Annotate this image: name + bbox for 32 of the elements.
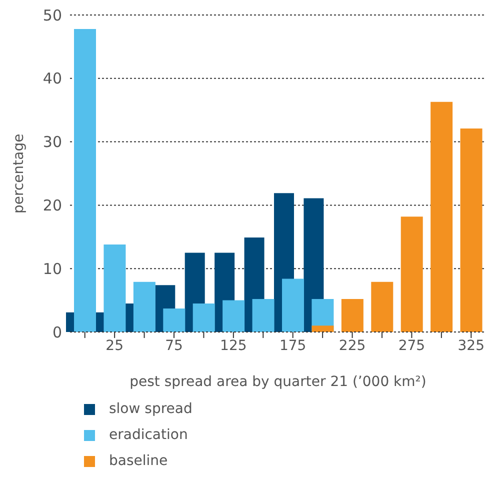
y-tick-label: 0 [52, 323, 62, 342]
bar [371, 282, 394, 332]
bar [192, 303, 215, 332]
legend-label: slow spread [109, 400, 192, 419]
legend-label: eradication [109, 426, 188, 445]
x-tick-label: 175 [279, 338, 306, 354]
bar [133, 282, 156, 332]
bar [74, 28, 96, 332]
x-tick-label: 225 [338, 338, 366, 354]
bar [222, 300, 245, 332]
bar [163, 308, 186, 332]
bar [252, 299, 274, 332]
y-tick-label: 30 [42, 133, 62, 152]
x-tick-label: 125 [220, 338, 247, 354]
bar [282, 278, 304, 332]
x-tick-label: 275 [398, 338, 426, 354]
y-tick-label: 50 [42, 6, 62, 24]
y-tick-label: 40 [42, 70, 62, 88]
bar [312, 326, 334, 332]
bar [400, 216, 423, 332]
bar [460, 128, 482, 332]
y-axis-title: percentage [10, 134, 27, 214]
bar [104, 244, 126, 332]
x-tick-label: 75 [165, 338, 183, 354]
x-tick-label: 25 [106, 338, 124, 354]
y-tick-label: 20 [42, 196, 62, 215]
x-axis-title: pest spread area by quarter 21 (’000 km²) [130, 374, 426, 390]
x-tick-label: 325 [458, 338, 485, 354]
bar [341, 299, 364, 332]
bar [430, 102, 453, 332]
legend-label: baseline [109, 452, 168, 471]
y-tick-label: 10 [42, 260, 62, 278]
